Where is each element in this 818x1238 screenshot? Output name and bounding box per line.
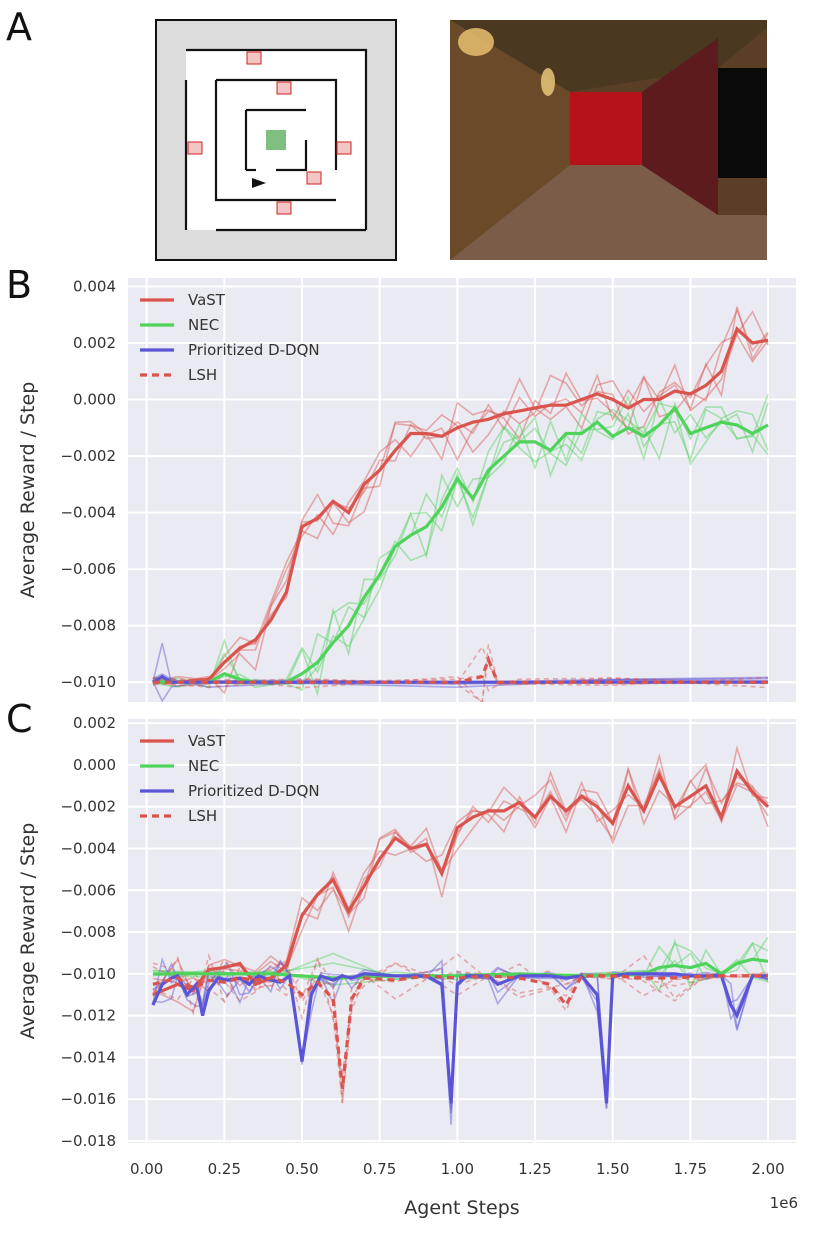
- y-tick-label: −0.008: [60, 617, 116, 635]
- x-tick-label: 1.50: [596, 1160, 629, 1178]
- x-tick-label: 0.50: [285, 1160, 318, 1178]
- y-tick-label: −0.004: [60, 504, 116, 522]
- series-line-lsh: [152, 974, 768, 1089]
- series-lines: [151, 745, 770, 1125]
- legend-label: Prioritized D-DQN: [188, 341, 320, 359]
- y-tick-label: −0.008: [60, 923, 116, 941]
- y-tick-label: −0.002: [60, 447, 116, 465]
- x-tick-label: 0.25: [208, 1160, 241, 1178]
- series-line-vast: [152, 767, 770, 997]
- x-offset-label: 1e6: [770, 1194, 798, 1212]
- y-tick-label: 0.002: [73, 334, 116, 352]
- y-tick-label: 0.000: [73, 756, 116, 774]
- run-line-vast: [152, 310, 769, 695]
- first-person-view-image: [450, 20, 767, 260]
- maze-map-image: [155, 19, 397, 261]
- y-tick-label: 0.002: [73, 714, 116, 732]
- legend-label: LSH: [188, 366, 217, 384]
- y-tick-label: −0.010: [60, 673, 116, 691]
- x-tick-label: 0.00: [130, 1160, 163, 1178]
- legend-label: LSH: [188, 807, 217, 825]
- x-tick-label: 2.00: [751, 1160, 784, 1178]
- series-line-prioritized-d-dqn: [151, 972, 768, 1104]
- x-tick-label: 1.25: [518, 1160, 551, 1178]
- y-tick-label: −0.018: [60, 1132, 116, 1150]
- y-tick-label: 0.000: [73, 391, 116, 409]
- plot-background: [128, 719, 796, 1143]
- legend-label: VaST: [188, 291, 226, 309]
- y-tick-label: −0.004: [60, 839, 116, 857]
- run-line-nec: [152, 401, 769, 692]
- y-tick-label: −0.012: [60, 1007, 116, 1025]
- panel-b-chart: 0.004 0.002 0.000 −0.002 −0.004 −0.006 −0.008 −…: [17, 277, 796, 702]
- y-tick-label: −0.002: [60, 798, 116, 816]
- y-axis-title: Average Reward / Step: [17, 823, 39, 1040]
- y-axis-title: Average Reward / Step: [17, 382, 39, 599]
- x-tick-label: 1.75: [674, 1160, 707, 1178]
- series-line-lsh: [152, 655, 768, 684]
- series-line-vast: [152, 326, 769, 684]
- panel-letter-c: C: [6, 697, 33, 741]
- legend-label: VaST: [188, 732, 226, 750]
- legend-label: NEC: [188, 757, 219, 775]
- y-tick-label: 0.004: [73, 277, 116, 295]
- plot-background: [128, 278, 796, 702]
- run-line-nec: [152, 938, 769, 993]
- run-line-lsh: [152, 655, 769, 702]
- panel-c-chart: 0.002 0.000 −0.002 −0.004 −0.006 −0.008 −0.010…: [17, 714, 798, 1219]
- y-tick-label: −0.006: [60, 560, 116, 578]
- y-tick-label: −0.010: [60, 965, 116, 983]
- series-lines: [152, 306, 769, 702]
- legend-label: Prioritized D-DQN: [188, 782, 320, 800]
- panel-letter-a: A: [6, 5, 32, 49]
- legend-label: NEC: [188, 316, 219, 334]
- panel-letter-b: B: [6, 263, 32, 307]
- x-tick-label: 1.00: [441, 1160, 474, 1178]
- y-tick-label: −0.006: [60, 881, 116, 899]
- y-tick-label: −0.014: [60, 1048, 116, 1066]
- x-tick-label: 0.75: [363, 1160, 396, 1178]
- x-axis-title: Agent Steps: [404, 1197, 519, 1219]
- run-line-vast: [152, 333, 769, 688]
- y-tick-label: −0.016: [60, 1090, 116, 1108]
